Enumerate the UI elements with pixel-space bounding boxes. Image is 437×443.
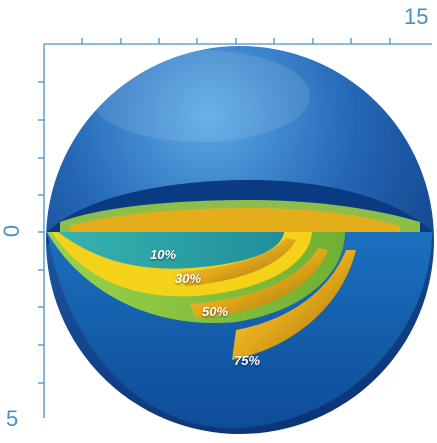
ring-label-30: 30% [175,271,202,286]
axis-left-zero-label: 0 [0,224,25,238]
gold-wall-middle [190,248,328,318]
gold-wall-inner [180,238,296,286]
sphere-highlight [90,50,310,142]
ring-10-region [58,232,284,269]
gold-wall-outer [232,250,356,360]
ring-label-75: 75% [234,353,261,368]
axis-left-bottom-label: 5 [6,406,19,431]
ring-label-10: 10% [150,247,177,262]
axis-frame [38,38,432,418]
axis-top-max-label: 15 [404,4,429,29]
upper-gold-shelf [70,208,400,232]
ring-label-50: 50% [202,304,229,319]
